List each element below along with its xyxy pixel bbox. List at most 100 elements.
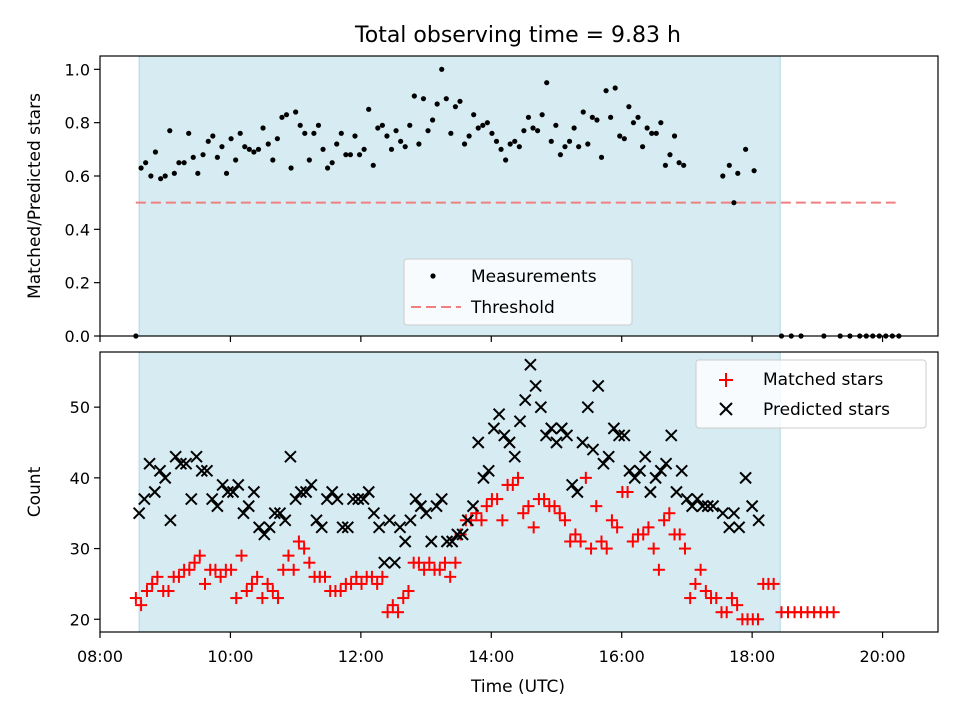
measurement-point bbox=[200, 152, 206, 158]
predicted-star-point bbox=[680, 492, 694, 506]
predicted-star-point bbox=[456, 528, 469, 541]
matched-star-point bbox=[752, 613, 765, 626]
top-y-axis-label: Matched/Predicted stars bbox=[25, 93, 45, 299]
predicted-star-point bbox=[185, 492, 198, 506]
measurement-point bbox=[562, 144, 568, 150]
measurement-point bbox=[260, 125, 266, 131]
matched-star-point bbox=[345, 577, 358, 590]
predicted-star-point bbox=[341, 521, 355, 534]
measurement-point bbox=[503, 157, 509, 163]
measurement-point bbox=[181, 160, 187, 166]
measurement-point bbox=[484, 120, 490, 126]
predicted-star-point bbox=[211, 499, 224, 513]
matched-star-point bbox=[694, 563, 707, 576]
predicted-star-point bbox=[435, 492, 448, 506]
matched-star-point bbox=[230, 592, 243, 605]
predicted-star-point bbox=[618, 429, 631, 442]
predicted-star-point bbox=[607, 422, 621, 435]
predicted-star-point bbox=[336, 521, 349, 534]
measurement-point bbox=[242, 144, 248, 150]
matched-star-point bbox=[579, 471, 592, 484]
measurement-point bbox=[176, 160, 182, 166]
predicted-star-point bbox=[612, 429, 626, 442]
predicted-star-point bbox=[237, 507, 250, 520]
measurement-point bbox=[237, 130, 243, 136]
predicted-star-point bbox=[545, 422, 558, 435]
measurement-point bbox=[270, 157, 276, 163]
predicted-star-point bbox=[732, 521, 746, 534]
measurement-point bbox=[274, 136, 280, 142]
measurement-point bbox=[644, 125, 650, 131]
predicted-star-point bbox=[571, 485, 584, 499]
measurement-point bbox=[530, 125, 536, 131]
matched-star-point bbox=[214, 570, 227, 583]
measurement-point bbox=[617, 133, 623, 139]
matched-stars-legend-marker bbox=[719, 373, 733, 387]
predicted-star-point bbox=[190, 450, 203, 463]
predicted-star-point bbox=[383, 514, 396, 527]
predicted-star-point bbox=[419, 507, 433, 520]
measurement-point bbox=[370, 162, 376, 168]
matched-star-point bbox=[767, 577, 780, 590]
measurement-point bbox=[461, 141, 468, 147]
matched-star-point bbox=[423, 556, 436, 569]
measurement-point bbox=[612, 85, 618, 91]
matched-star-point bbox=[251, 570, 264, 583]
measurement-point bbox=[434, 101, 440, 107]
predicted-star-point bbox=[367, 507, 381, 520]
top-legend: Measurements Threshold bbox=[403, 258, 633, 326]
matched-star-point bbox=[261, 577, 274, 590]
predicted-star-point bbox=[279, 514, 292, 527]
measurement-point bbox=[507, 141, 513, 147]
y-tick-label: 50 bbox=[70, 398, 90, 417]
matched-star-point bbox=[558, 514, 571, 527]
matched-stars-points bbox=[129, 471, 840, 626]
predicted-star-point bbox=[138, 492, 151, 506]
measurement-point bbox=[594, 117, 600, 123]
matched-star-point bbox=[433, 563, 446, 576]
predicted-star-point bbox=[143, 457, 156, 470]
predicted-star-point bbox=[357, 492, 370, 506]
matched-star-point bbox=[491, 493, 504, 506]
predicted-star-point bbox=[472, 436, 485, 449]
predicted-star-point bbox=[477, 471, 490, 485]
measurement-point bbox=[498, 146, 504, 152]
measurement-point bbox=[158, 176, 164, 182]
measurement-point bbox=[544, 80, 550, 86]
x-tick-label: 16:00 bbox=[599, 647, 645, 666]
measurement-point bbox=[190, 154, 196, 160]
predicted-star-point bbox=[352, 492, 365, 506]
y-tick-label: 0.0 bbox=[65, 327, 90, 346]
measurement-point bbox=[361, 146, 367, 152]
matched-star-point bbox=[376, 570, 389, 583]
matched-star-point bbox=[569, 528, 582, 541]
predicted-star-point bbox=[263, 521, 276, 534]
matched-star-point bbox=[731, 599, 744, 612]
matched-star-point bbox=[647, 542, 660, 555]
matched-star-point bbox=[673, 528, 686, 541]
bottom-y-ticks: 20 30 40 50 bbox=[70, 398, 100, 629]
matched-star-point bbox=[355, 577, 368, 590]
measurement-point bbox=[306, 157, 312, 163]
measurement-point bbox=[283, 112, 290, 118]
measurement-point bbox=[343, 152, 349, 158]
matched-star-point bbox=[574, 535, 587, 548]
predicted-star-point bbox=[148, 485, 161, 499]
predicted-star-point bbox=[644, 485, 657, 499]
predicted-star-point bbox=[716, 507, 730, 520]
x-tick-label: 14:00 bbox=[468, 647, 514, 666]
predicted-star-point bbox=[159, 471, 172, 485]
top-panel: 0.0 0.2 0.4 0.6 0.8 1.0 Matched/Predicted sta… bbox=[25, 55, 939, 346]
predicted-star-point bbox=[331, 492, 344, 506]
predicted-star-point bbox=[388, 556, 401, 569]
matched-star-point bbox=[334, 584, 347, 597]
predicted-star-point bbox=[216, 478, 229, 492]
matched-star-point bbox=[392, 606, 405, 619]
measurement-point bbox=[210, 133, 216, 139]
measurement-point bbox=[603, 88, 609, 94]
measurement-point bbox=[557, 152, 564, 158]
predicted-star-point bbox=[315, 521, 328, 534]
matched-star-point bbox=[689, 577, 702, 590]
predicted-star-point bbox=[466, 499, 480, 513]
